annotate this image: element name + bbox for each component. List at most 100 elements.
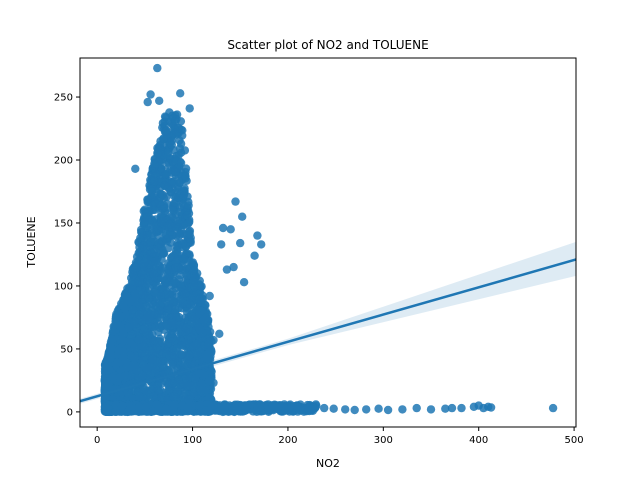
data-point: [156, 149, 165, 159]
data-point: [143, 216, 153, 225]
y-tick-label: 100: [54, 281, 73, 292]
data-point: [215, 329, 224, 338]
data-point: [362, 405, 371, 414]
data-point: [114, 346, 123, 355]
data-point: [127, 330, 136, 339]
data-point: [108, 326, 118, 336]
x-tick-label: 500: [565, 435, 584, 446]
data-point: [174, 193, 183, 202]
y-tick-label: 50: [60, 344, 73, 355]
data-point: [165, 351, 174, 361]
data-point: [163, 322, 172, 331]
data-point: [169, 405, 178, 414]
data-point: [146, 90, 155, 99]
data-point: [150, 205, 160, 214]
x-tick-label: 400: [469, 435, 488, 446]
data-point: [196, 281, 205, 291]
data-point: [101, 381, 110, 390]
data-point: [113, 358, 122, 368]
data-point: [102, 404, 112, 413]
data-point: [189, 388, 198, 398]
y-tick-label: 150: [54, 218, 73, 229]
data-point: [198, 379, 207, 389]
data-point: [122, 363, 131, 372]
data-point: [119, 352, 128, 361]
data-point: [139, 342, 148, 351]
data-point: [184, 201, 193, 210]
axes: 0 100 200 300 400 500 0 50 100 150 200 250: [54, 93, 584, 446]
data-point: [140, 257, 149, 267]
data-point: [202, 354, 212, 364]
data-point: [151, 186, 161, 196]
data-point: [229, 262, 238, 272]
data-point: [264, 405, 274, 414]
data-point: [184, 209, 194, 218]
data-point: [167, 140, 176, 149]
data-point: [162, 129, 171, 139]
data-point: [171, 258, 180, 267]
data-point: [187, 310, 196, 319]
data-point: [128, 305, 137, 314]
data-point: [153, 63, 162, 73]
data-point: [150, 176, 159, 186]
plot-area: [80, 63, 576, 417]
data-point: [175, 271, 185, 280]
data-point: [231, 197, 240, 206]
data-point: [176, 148, 186, 157]
data-point: [197, 386, 206, 396]
data-point: [253, 402, 262, 411]
data-point: [130, 344, 139, 353]
data-point: [283, 405, 293, 414]
data-point: [374, 404, 383, 413]
data-point: [176, 158, 186, 168]
data-point: [131, 164, 140, 173]
data-point: [295, 405, 304, 415]
data-point: [158, 190, 167, 200]
data-point: [185, 350, 194, 360]
data-point: [160, 277, 169, 287]
data-point: [182, 176, 191, 185]
data-point: [115, 373, 124, 382]
data-point: [548, 403, 558, 413]
data-point: [171, 167, 180, 177]
data-point: [155, 301, 165, 310]
y-tick-label: 200: [54, 156, 73, 167]
data-point: [179, 362, 189, 371]
data-point: [196, 325, 205, 335]
data-point: [183, 403, 192, 413]
data-point: [426, 405, 436, 414]
data-point: [101, 363, 111, 372]
data-point: [147, 237, 156, 246]
data-point: [135, 278, 145, 287]
data-point: [119, 298, 129, 307]
data-point: [164, 301, 173, 311]
data-point: [107, 334, 117, 344]
x-tick-label: 300: [374, 435, 393, 446]
data-point: [168, 231, 177, 240]
data-point: [121, 290, 130, 300]
data-point: [189, 266, 198, 275]
data-point: [134, 335, 143, 344]
data-point: [209, 378, 218, 388]
data-point: [145, 284, 154, 293]
data-point: [143, 195, 152, 204]
data-point: [143, 97, 152, 107]
x-tick-label: 100: [183, 435, 202, 446]
data-point: [168, 111, 177, 121]
data-point: [204, 406, 213, 415]
data-point: [226, 225, 235, 234]
data-point: [187, 333, 196, 342]
data-point: [177, 341, 186, 350]
data-point: [238, 212, 247, 221]
data-point: [162, 236, 172, 245]
data-point: [154, 404, 163, 413]
x-tick-label: 0: [94, 435, 100, 446]
data-point: [185, 299, 194, 309]
x-tick-label: 200: [278, 435, 297, 446]
data-point: [236, 238, 245, 248]
data-point: [192, 349, 201, 359]
data-point: [209, 335, 218, 345]
data-point: [131, 292, 140, 301]
data-point: [176, 350, 185, 359]
